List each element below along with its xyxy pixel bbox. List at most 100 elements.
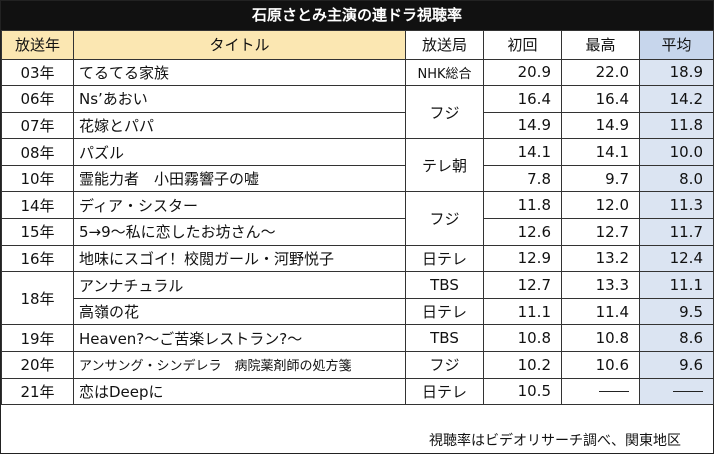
title-cell: アンナチュラル: [73, 271, 406, 299]
table-row: 14年 ディア・シスター フジ 11.8 12.0 11.3: [1, 191, 714, 246]
title-cell: 花嫁とパパ: [73, 111, 406, 140]
table-row: 06年 Ns’あおい フジ 16.4 16.4 14.2: [1, 85, 714, 140]
title-cell: 5→9～私に恋したお坊さん～: [73, 218, 406, 246]
table-row: 21年 恋はDeepに 日テレ 10.5: [1, 377, 714, 406]
avg-cell: 14.2: [639, 85, 714, 113]
first-cell: 7.8: [483, 164, 562, 193]
year-cell: 14年: [1, 191, 74, 220]
header-station: 放送局: [405, 30, 484, 60]
station-cell: フジ: [405, 85, 484, 140]
first-cell: 12.9: [483, 244, 562, 273]
avg-cell: 10.0: [639, 138, 714, 166]
station-cell: 日テレ: [405, 377, 484, 406]
header-title: タイトル: [73, 30, 406, 60]
header-top: 最高: [561, 30, 640, 60]
station-cell: 日テレ: [405, 244, 484, 273]
first-cell: 11.1: [483, 297, 562, 326]
dash-mark: [599, 391, 629, 393]
avg-cell: [639, 377, 714, 406]
table-row: 03年 てるてる家族 NHK総合 20.9 22.0 18.9: [1, 58, 714, 87]
footer-text: 視聴率はビデオリサーチ調べ、関東地区: [429, 433, 681, 449]
title-cell: Ns’あおい: [73, 85, 406, 113]
avg-cell: 8.6: [639, 324, 714, 353]
year-cell: 08年: [1, 138, 74, 166]
station-cell: フジ: [405, 351, 484, 379]
year-cell: 16年: [1, 244, 74, 273]
avg-cell: 12.4: [639, 244, 714, 273]
title-cell: アンサング・シンデレラ 病院薬剤師の処方箋: [73, 351, 406, 379]
table-row: 15年 5→9～私に恋したお坊さん～ 12.6 12.7 11.7: [1, 218, 714, 246]
year-cell: 03年: [1, 58, 74, 87]
top-cell: 13.3: [561, 271, 640, 299]
title-cell: 高嶺の花: [73, 297, 406, 326]
avg-cell: 8.0: [639, 164, 714, 193]
top-cell: 11.4: [561, 297, 640, 326]
table-row: 10年 霊能力者 小田霧響子の嘘 7.8 9.7 8.0: [1, 164, 714, 193]
station-cell: TBS: [405, 271, 484, 299]
first-cell: 10.5: [483, 377, 562, 406]
table-row: 16年 地味にスゴイ！校閲ガール・河野悦子 日テレ 12.9 13.2 12.4: [1, 244, 714, 273]
station-cell: フジ: [405, 191, 484, 246]
title-cell: Heaven?～ご苦楽レストラン?～: [73, 324, 406, 353]
title-cell: てるてる家族: [73, 58, 406, 87]
top-cell: [561, 377, 640, 406]
first-cell: 10.2: [483, 351, 562, 379]
table-row: 19年 Heaven?～ご苦楽レストラン?～ TBS 10.8 10.8 8.6: [1, 324, 714, 353]
table-row: 高嶺の花 日テレ 11.1 11.4 9.5: [2, 297, 714, 326]
ratings-table: 放送年 タイトル 放送局 初回 最高 平均 03年 てるてる家族 NHK総合 2…: [1, 30, 714, 406]
table-row: 08年 パズル テレ朝 14.1 14.1 10.0: [1, 138, 714, 193]
top-cell: 12.0: [561, 191, 640, 220]
top-cell: 13.2: [561, 244, 640, 273]
top-cell: 22.0: [561, 58, 640, 87]
first-cell: 20.9: [483, 58, 562, 87]
first-cell: 11.8: [483, 191, 562, 220]
footer-note: 視聴率はビデオリサーチ調べ、関東地区: [1, 428, 713, 454]
table-row: 07年 花嫁とパパ 14.9 14.9 11.8: [1, 111, 714, 140]
first-cell: 14.9: [483, 111, 562, 140]
year-cell: 15年: [1, 218, 74, 246]
avg-cell: 9.5: [639, 297, 714, 326]
header-avg: 平均: [639, 30, 714, 60]
year-cell: 06年: [1, 85, 74, 113]
title-cell: 恋はDeepに: [73, 377, 406, 406]
first-cell: 12.7: [483, 271, 562, 299]
year-cell: 18年: [1, 271, 74, 326]
station-label: NHK総合: [417, 66, 472, 82]
station-cell: TBS: [405, 324, 484, 353]
top-cell: 14.9: [561, 111, 640, 140]
top-cell: 10.6: [561, 351, 640, 379]
year-cell: 21年: [1, 377, 74, 406]
top-cell: 14.1: [561, 138, 640, 166]
year-cell: 20年: [1, 351, 74, 379]
avg-cell: 9.6: [639, 351, 714, 379]
title-cell: 霊能力者 小田霧響子の嘘: [73, 164, 406, 193]
first-cell: 16.4: [483, 85, 562, 113]
station-cell: テレ朝: [405, 138, 484, 193]
top-cell: 16.4: [561, 85, 640, 113]
year-cell: 10年: [1, 164, 74, 193]
year-cell: 19年: [1, 324, 74, 353]
avg-cell: 11.1: [639, 271, 714, 299]
title-label: アンサング・シンデレラ 病院薬剤師の処方箋: [79, 359, 352, 375]
year-cell: 07年: [1, 111, 74, 140]
top-cell: 10.8: [561, 324, 640, 353]
first-cell: 14.1: [483, 138, 562, 166]
avg-cell: 18.9: [639, 58, 714, 87]
title-cell: ディア・シスター: [73, 191, 406, 220]
top-cell: 9.7: [561, 164, 640, 193]
avg-cell: 11.3: [639, 191, 714, 220]
station-cell: 日テレ: [405, 297, 484, 326]
dash-mark: [673, 391, 703, 393]
title-cell: 地味にスゴイ！校閲ガール・河野悦子: [73, 244, 406, 273]
table-row: 20年 アンサング・シンデレラ 病院薬剤師の処方箋 フジ 10.2 10.6 9…: [1, 351, 714, 379]
header-year: 放送年: [1, 30, 74, 60]
first-cell: 12.6: [483, 218, 562, 246]
table-row: 18年 アンナチュラル TBS 12.7 13.3 11.1: [1, 271, 714, 326]
header-first: 初回: [483, 30, 562, 60]
first-cell: 10.8: [483, 324, 562, 353]
avg-cell: 11.7: [639, 218, 714, 246]
top-cell: 12.7: [561, 218, 640, 246]
title-cell: パズル: [73, 138, 406, 166]
avg-cell: 11.8: [639, 111, 714, 140]
